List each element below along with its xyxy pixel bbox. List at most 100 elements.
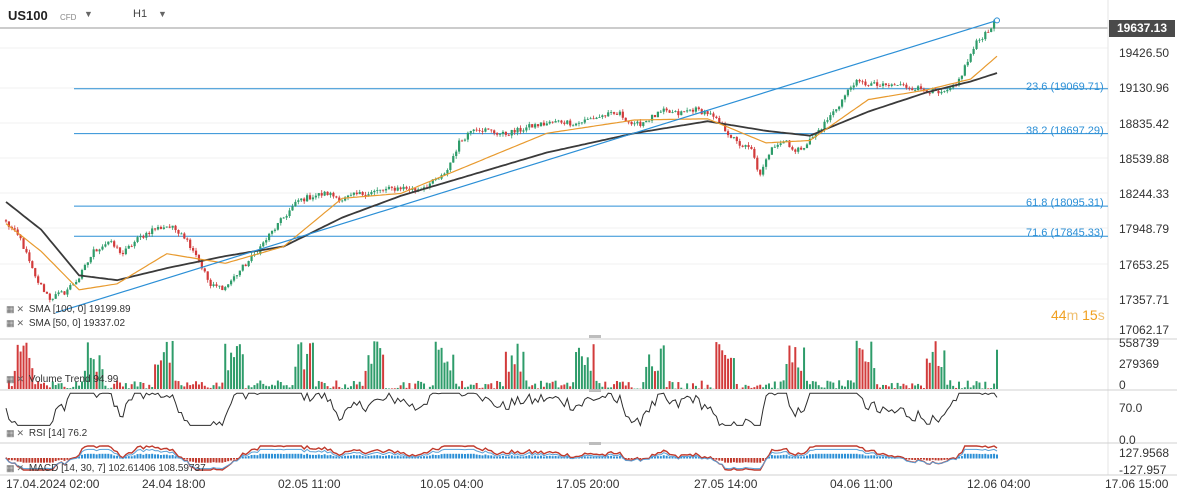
macd-histogram-bar	[455, 453, 458, 459]
candle-body	[928, 92, 931, 94]
trendline-segment	[55, 19, 998, 314]
time-axis-label: 10.05 04:00	[420, 477, 484, 491]
volume-bar	[765, 384, 768, 389]
candle-body	[753, 148, 756, 158]
sma-long-line	[5, 72, 998, 282]
macd-histogram-bar	[352, 455, 355, 459]
macd-histogram-bar	[604, 457, 607, 459]
volume-bar	[984, 381, 987, 389]
volume-bar	[215, 382, 218, 389]
legend-sma-short[interactable]: ▦ ✕ SMA [50, 0] 19337.02	[6, 318, 125, 329]
volume-bar	[472, 384, 475, 389]
volume-bar	[510, 355, 513, 389]
macd-histogram-bar	[513, 456, 516, 459]
settings-icon[interactable]: ▦	[6, 428, 15, 438]
candle-body	[7, 221, 11, 227]
candle-body	[963, 65, 966, 76]
volume-bar	[846, 380, 849, 389]
macd-histogram-bar	[817, 453, 820, 459]
legend-sma-short-name: SMA [50, 0]	[28, 318, 81, 329]
candle-body	[235, 275, 239, 277]
macd-histogram-bar	[797, 456, 800, 459]
timeframe-dropdown-icon[interactable]: ▼	[158, 9, 167, 19]
macd-histogram-bar	[256, 455, 259, 459]
volume-bar	[446, 361, 449, 389]
candle-body	[28, 252, 31, 262]
volume-bar	[671, 382, 674, 389]
volume-bar	[729, 357, 732, 389]
volume-bar	[899, 386, 902, 389]
macd-histogram-bar	[779, 455, 782, 459]
macd-histogram-bar	[92, 453, 95, 459]
legend-volume[interactable]: ▦ ✕ Volume Trend 94.99	[6, 374, 118, 385]
volume-bar	[934, 341, 937, 389]
macd-histogram-bar	[589, 456, 592, 459]
volume-bar	[551, 381, 554, 389]
candle-body	[580, 122, 583, 124]
candle-body	[338, 197, 341, 202]
macd-histogram-bar	[507, 456, 510, 459]
macd-histogram-bar	[580, 457, 583, 459]
volume-bar	[136, 386, 139, 389]
volume-bar	[101, 369, 104, 389]
settings-icon[interactable]: ▦	[6, 304, 15, 314]
timeframe-label[interactable]: H1	[133, 8, 148, 20]
macd-histogram-bar	[908, 458, 911, 460]
macd-histogram-bar	[22, 458, 25, 463]
candle-body	[13, 228, 16, 230]
volume-bar	[972, 385, 975, 389]
legend-sma-long[interactable]: ▦ ✕ SMA [100, 0] 19199.89	[6, 304, 131, 315]
close-icon[interactable]: ✕	[16, 374, 25, 384]
settings-icon[interactable]: ▦	[6, 318, 15, 328]
candle-body	[98, 249, 101, 252]
price-axis-label: 18835.42	[1119, 117, 1170, 131]
volume-bar	[750, 387, 753, 389]
candle-body	[615, 113, 619, 115]
symbol-dropdown-icon[interactable]: ▼	[84, 9, 93, 19]
macd-histogram-bar	[914, 458, 917, 461]
legend-macd[interactable]: ▦ ✕ MACD [14, 30, 7] 102.61406 108.59737	[6, 463, 206, 474]
macd-histogram-bar	[595, 456, 598, 459]
candle-body	[566, 120, 569, 124]
close-icon[interactable]: ✕	[16, 318, 25, 328]
candle-body	[545, 123, 548, 126]
macd-histogram-bar	[557, 456, 560, 459]
macd-histogram-bar	[411, 456, 414, 459]
macd-histogram-bar	[630, 458, 633, 460]
macd-histogram-bar	[212, 458, 215, 463]
settings-icon[interactable]: ▦	[6, 463, 15, 473]
macd-histogram-bar	[420, 456, 423, 459]
macd-histogram-bar	[618, 456, 621, 459]
legend-rsi[interactable]: ▦ ✕ RSI [14] 76.2	[6, 428, 87, 439]
volume-bar	[925, 358, 928, 389]
candle-body	[849, 87, 852, 90]
volume-bar	[896, 382, 899, 389]
macd-histogram-bar	[332, 456, 335, 459]
volume-bar	[463, 387, 466, 389]
macd-histogram-bar	[937, 458, 940, 461]
symbol-label[interactable]: US100	[8, 8, 48, 23]
candle-body	[586, 119, 589, 120]
macd-histogram-bar	[832, 453, 835, 459]
candle-body	[203, 268, 206, 272]
macd-histogram-bar	[311, 454, 314, 459]
price-axis-label: 19426.50	[1119, 46, 1170, 60]
macd-histogram-bar	[189, 458, 192, 462]
volume-bar	[417, 380, 420, 389]
close-icon[interactable]: ✕	[16, 463, 25, 473]
close-icon[interactable]: ✕	[16, 304, 25, 314]
volume-bar	[95, 371, 98, 389]
volume-bar	[250, 387, 253, 389]
volume-bar	[428, 386, 431, 389]
settings-icon[interactable]: ▦	[6, 374, 15, 384]
close-icon[interactable]: ✕	[16, 428, 25, 438]
volume-bar	[326, 386, 329, 389]
volume-bar	[560, 385, 563, 389]
volume-bar	[805, 380, 808, 389]
volume-bar	[966, 380, 969, 389]
volume-bar	[803, 347, 806, 389]
candle-body	[861, 81, 864, 83]
candle-body	[764, 159, 768, 167]
macd-histogram-bar	[51, 458, 54, 463]
